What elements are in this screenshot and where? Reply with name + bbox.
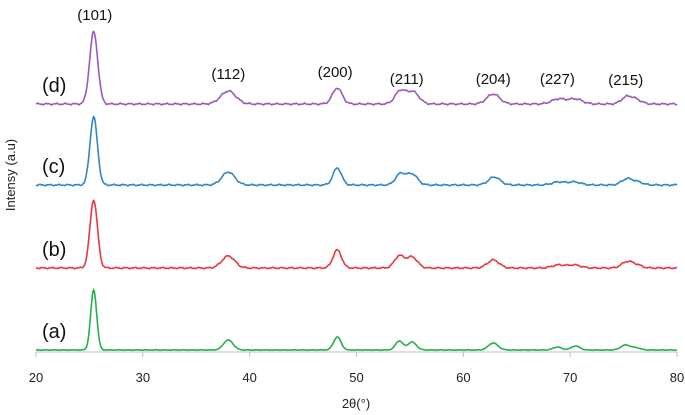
curve-labels: (a) (b) (c) (d)	[42, 75, 66, 343]
series-label: (c)	[42, 156, 65, 178]
series-line	[35, 115, 678, 187]
x-axis-title: 2θ(°)	[342, 396, 370, 411]
peak-label: (112)	[211, 66, 245, 83]
series-line	[35, 30, 678, 106]
y-axis-title: Intensy (a.u)	[3, 139, 18, 211]
x-tick-label: 20	[29, 370, 43, 385]
peak-label: (101)	[77, 7, 112, 24]
series-label: (b)	[42, 239, 66, 261]
peak-label: (215)	[608, 72, 643, 89]
series-line	[35, 198, 678, 270]
peak-label: (204)	[476, 71, 511, 88]
xrd-curves	[35, 30, 678, 352]
x-tick-label: 80	[670, 370, 684, 385]
x-tick-label: 30	[136, 370, 150, 385]
series-line	[35, 287, 678, 352]
x-tick-label: 60	[456, 370, 470, 385]
peak-labels: (101) (112) (200) (211) (204) (227) (215)	[77, 7, 643, 89]
peak-label: (211)	[390, 71, 424, 88]
x-ticks: 20 30 40 50 60 70 80	[29, 352, 684, 385]
peak-label: (227)	[540, 71, 575, 88]
x-tick-label: 40	[242, 370, 256, 385]
series-label: (a)	[42, 321, 66, 343]
series-label: (d)	[42, 75, 66, 97]
x-tick-label: 50	[349, 370, 363, 385]
peak-label: (200)	[318, 64, 353, 81]
x-tick-label: 70	[563, 370, 577, 385]
